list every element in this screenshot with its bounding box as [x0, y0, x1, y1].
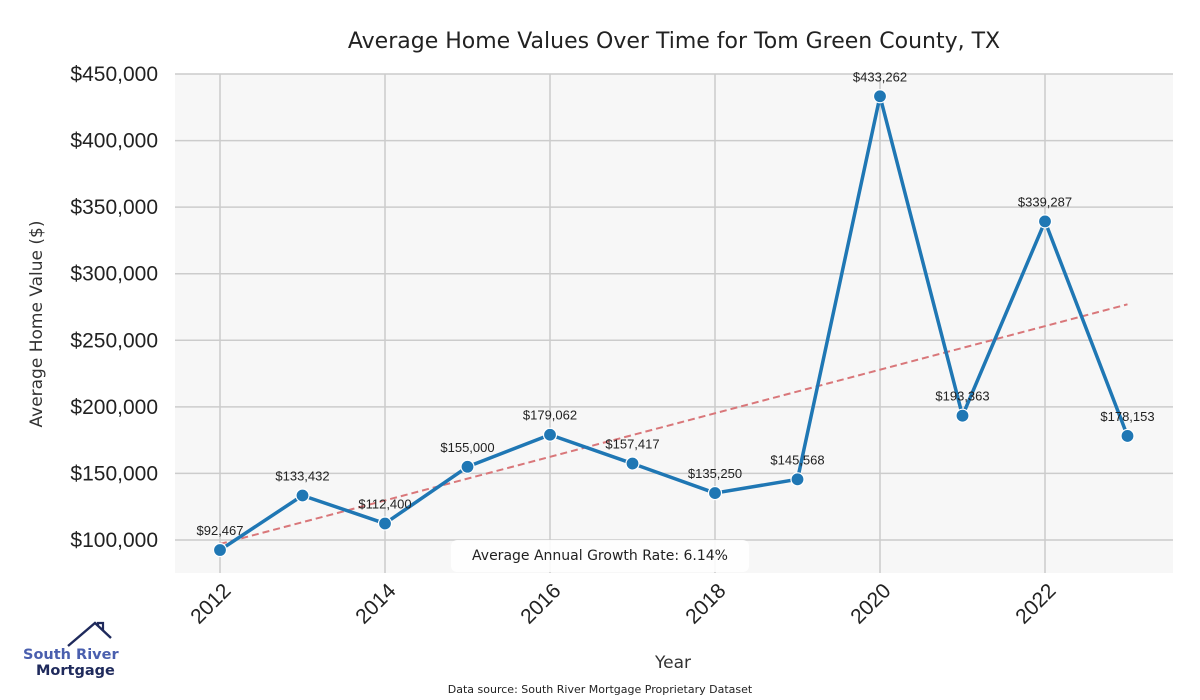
y-tick-label: $450,000 — [70, 63, 158, 86]
data-label: $155,000 — [440, 440, 494, 455]
y-tick-label: $400,000 — [70, 130, 158, 153]
x-tick-label: 2012 — [186, 579, 235, 628]
data-label: $179,062 — [523, 408, 577, 423]
logo-line2: Mortgage — [36, 663, 115, 679]
logo-line1: South River — [23, 647, 119, 663]
data-label: $133,432 — [275, 468, 329, 483]
y-tick-label: $250,000 — [70, 329, 158, 352]
x-axis-label: Year — [654, 653, 691, 673]
data-label: $193,363 — [935, 389, 989, 404]
data-point — [1037, 214, 1053, 229]
trendline — [219, 303, 1128, 545]
data-label: $92,467 — [197, 523, 244, 538]
data-label: $178,153 — [1100, 409, 1154, 424]
house-roof-icon — [67, 621, 112, 647]
x-tick-label: 2020 — [846, 579, 895, 628]
x-tick-label: 2016 — [516, 579, 565, 628]
plot-area — [175, 74, 1173, 573]
y-tick-label: $350,000 — [70, 196, 158, 219]
data-labels: $92,467 $133,432 $112,400 $155,000 $179,062 $… — [197, 69, 1155, 538]
data-label: $339,287 — [1018, 194, 1072, 209]
data-label: $145,568 — [770, 452, 824, 467]
chart-title: Average Home Values Over Time for Tom Gr… — [348, 29, 1000, 54]
x-axis-ticks: 2012 2014 2016 2018 2020 2022 — [186, 579, 1060, 629]
logo: South River Mortgage — [23, 621, 119, 679]
series-line — [219, 94, 1130, 552]
chimney-icon — [96, 621, 105, 631]
data-point — [1120, 428, 1135, 444]
y-tick-label: $150,000 — [70, 462, 158, 485]
y-tick-label: $100,000 — [70, 529, 158, 552]
data-points — [212, 89, 1135, 558]
x-tick-label: 2022 — [1011, 579, 1060, 628]
data-point — [212, 542, 228, 558]
data-point — [460, 459, 475, 474]
y-tick-label: $200,000 — [70, 396, 158, 419]
y-axis-ticks: $100,000 $150,000 $200,000 $250,000 $300,000… — [70, 63, 158, 552]
data-point — [872, 89, 888, 104]
x-tick-label: 2014 — [351, 579, 401, 629]
data-source-note: Data source: South River Mortgage Propri… — [448, 683, 753, 696]
data-point — [955, 408, 970, 423]
data-point — [790, 472, 805, 487]
annotation-box — [451, 540, 749, 572]
data-label: $157,417 — [605, 437, 659, 452]
data-label: $112,400 — [358, 496, 411, 511]
data-label: $135,250 — [688, 466, 742, 481]
growth-rate-text: Average Annual Growth Rate: 6.14% — [472, 548, 728, 564]
data-point — [295, 488, 310, 503]
data-point — [377, 516, 393, 531]
data-label: $433,262 — [853, 69, 907, 84]
y-tick-label: $300,000 — [70, 263, 158, 286]
growth-rate-annotation: Average Annual Growth Rate: 6.14% — [451, 540, 749, 572]
x-tick-label: 2018 — [681, 579, 730, 628]
data-point — [707, 485, 723, 501]
gridlines — [175, 73, 1173, 573]
data-point — [542, 427, 558, 442]
y-axis-label: Average Home Value ($) — [27, 221, 47, 428]
data-point — [625, 456, 640, 471]
